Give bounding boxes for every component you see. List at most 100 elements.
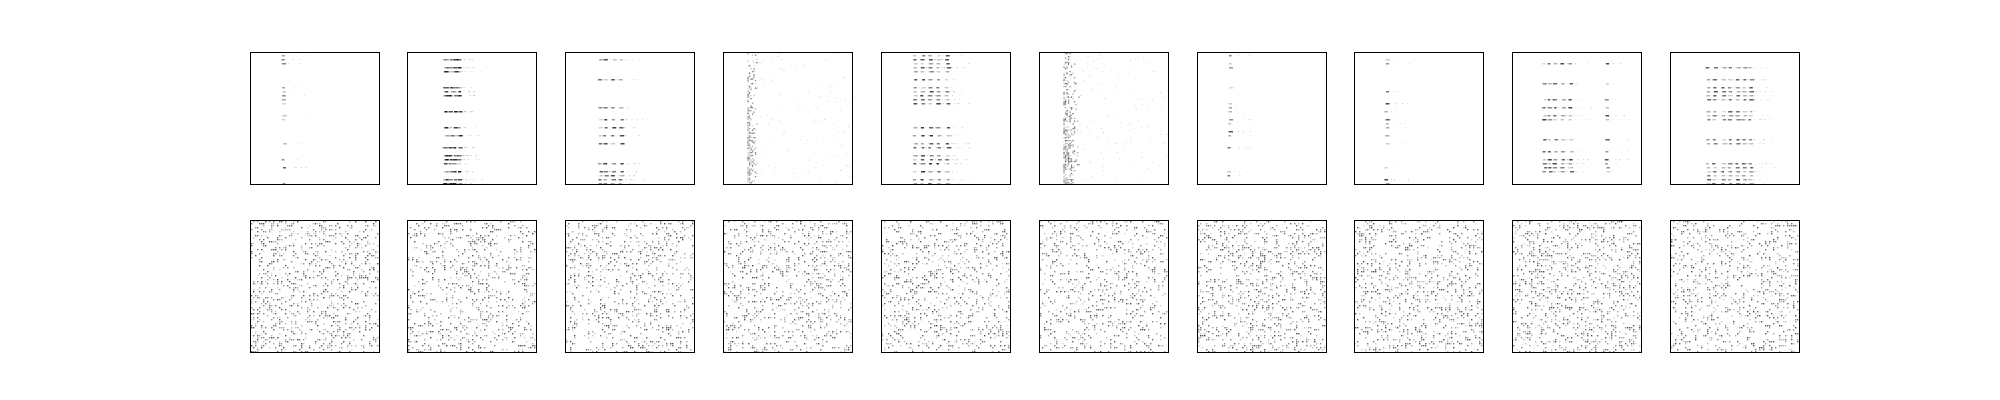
heatmap-cell [622, 351, 624, 352]
heatmap-image [724, 221, 852, 352]
heatmap-cell [251, 251, 253, 253]
heatmap-cell [1080, 132, 1082, 134]
heatmap-cell [692, 303, 694, 305]
heatmap-cell [662, 249, 664, 251]
heatmap-cell [251, 229, 253, 231]
heatmap-cell [660, 299, 662, 301]
heatmap-cell [606, 317, 608, 319]
heatmap-cell [253, 347, 255, 349]
heatmap-cell [430, 261, 432, 263]
heatmap-cell [660, 261, 662, 263]
heatmap-panel-r1-c3 [723, 220, 853, 353]
heatmap-cell [646, 313, 648, 315]
heatmap-cell [640, 257, 642, 259]
heatmap-cell [798, 108, 800, 110]
heatmap-cell [1070, 165, 1073, 167]
heatmap-cell [472, 291, 474, 293]
heatmap-cell [638, 241, 640, 243]
heatmap-cell [331, 225, 333, 227]
heatmap-cell [462, 267, 464, 269]
heatmap-cell [448, 335, 450, 337]
heatmap-cell [1749, 79, 1754, 81]
heatmap-cell [751, 71, 754, 73]
heatmap-cell [810, 237, 812, 239]
heatmap-cell [566, 339, 568, 341]
heatmap-cell [1736, 119, 1742, 121]
heatmap-cell [460, 87, 463, 89]
heatmap-cell [480, 71, 482, 73]
heatmap-cell [263, 223, 265, 225]
heatmap-cell [361, 339, 363, 341]
heatmap-cell [610, 257, 612, 259]
heatmap-cell [1141, 104, 1143, 105]
heatmap-cell [670, 223, 672, 225]
heatmap-cell [646, 351, 648, 352]
heatmap-cell [648, 287, 650, 289]
heatmap-cell [325, 259, 327, 261]
heatmap-cell [339, 287, 341, 289]
heatmap-cell [285, 227, 287, 229]
heatmap-cell [1770, 67, 1772, 69]
heatmap-cell [1707, 175, 1711, 177]
heatmap-cell [912, 135, 916, 137]
heatmap-cell [590, 275, 592, 277]
heatmap-cell [323, 323, 325, 325]
heatmap-cell [786, 227, 788, 229]
heatmap-cell [365, 295, 367, 297]
heatmap-cell [1066, 137, 1068, 139]
heatmap-cell [506, 315, 508, 317]
heatmap-cell [365, 221, 367, 223]
heatmap-cell [488, 267, 490, 269]
heatmap-cell [913, 147, 917, 149]
heatmap-cell [636, 241, 638, 243]
heatmap-cell [754, 54, 757, 56]
heatmap-cell [1771, 95, 1773, 97]
heatmap-cell [251, 243, 253, 245]
heatmap-cell [848, 265, 850, 267]
heatmap-cell [751, 114, 754, 116]
heatmap-cell [1721, 79, 1727, 81]
heatmap-cell [1721, 179, 1726, 181]
heatmap-cell [450, 87, 454, 89]
heatmap-cell [422, 345, 424, 347]
heatmap-cell [1762, 139, 1764, 141]
heatmap-cell [632, 267, 634, 269]
heatmap-cell [742, 251, 744, 253]
heatmap-cell [574, 337, 576, 339]
heatmap-cell [576, 237, 578, 239]
heatmap-cell [770, 253, 772, 255]
heatmap-cell [504, 237, 506, 239]
heatmap-cell [285, 259, 287, 261]
heatmap-cell [289, 229, 291, 231]
heatmap-image [251, 221, 379, 352]
heatmap-cell [279, 333, 281, 335]
heatmap-cell [424, 233, 426, 235]
heatmap-cell [253, 281, 255, 283]
heatmap-cell [1565, 151, 1567, 153]
heatmap-cell [1581, 163, 1584, 165]
heatmap-cell [626, 163, 628, 165]
heatmap-cell [914, 63, 918, 65]
heatmap-cell [836, 98, 838, 99]
heatmap-cell [466, 351, 468, 352]
heatmap-cell [1753, 167, 1755, 169]
heatmap-cell [1385, 103, 1390, 105]
heatmap-cell [588, 267, 590, 269]
heatmap-cell [351, 289, 353, 291]
heatmap-cell [443, 71, 449, 73]
heatmap-cell [373, 281, 375, 283]
heatmap-cell [339, 297, 341, 299]
heatmap-cell [462, 337, 464, 339]
heatmap-cell [920, 63, 924, 65]
heatmap-cell [1064, 117, 1067, 119]
heatmap-cell [1542, 163, 1547, 165]
heatmap-cell [949, 63, 951, 65]
heatmap-cell [534, 251, 536, 253]
heatmap-cell [375, 311, 377, 313]
heatmap-cell [261, 243, 263, 245]
heatmap-cell [1728, 99, 1732, 101]
heatmap-cell [786, 251, 788, 253]
heatmap-cell [747, 179, 749, 181]
heatmap-cell [460, 343, 462, 345]
heatmap-cell [768, 231, 770, 233]
